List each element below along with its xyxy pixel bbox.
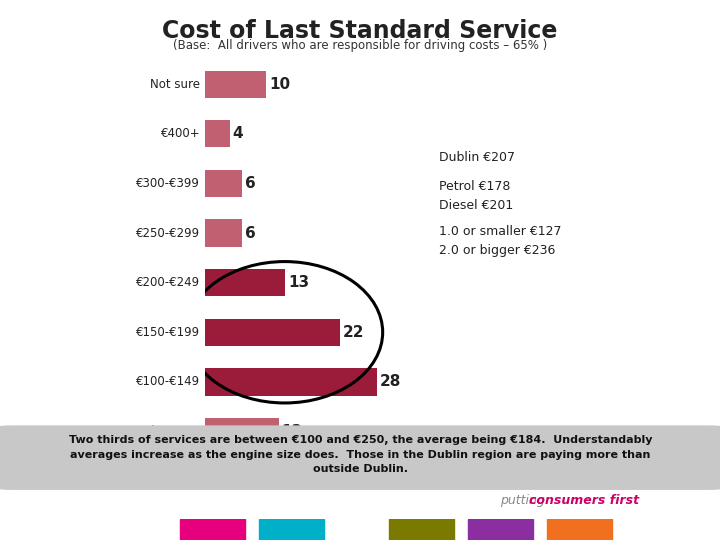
Bar: [180, 519, 245, 540]
Bar: [205, 71, 266, 98]
Bar: [468, 519, 533, 540]
Text: %: %: [205, 474, 217, 487]
Text: 1.0 or smaller €127
2.0 or bigger €236: 1.0 or smaller €127 2.0 or bigger €236: [439, 225, 562, 258]
FancyBboxPatch shape: [0, 426, 720, 490]
Text: Petrol €178
Diesel €201: Petrol €178 Diesel €201: [439, 180, 513, 212]
Bar: [205, 418, 279, 445]
Text: 4: 4: [233, 126, 243, 141]
Bar: [205, 219, 242, 247]
Text: €100-€149: €100-€149: [136, 375, 200, 388]
Bar: [205, 170, 242, 197]
Text: Dublin €207: Dublin €207: [439, 151, 516, 164]
Text: €400+: €400+: [161, 127, 200, 140]
Bar: [259, 519, 324, 540]
Bar: [547, 519, 612, 540]
Text: Average Service €184: Average Service €184: [478, 116, 649, 130]
Text: 22: 22: [343, 325, 364, 340]
Text: 10: 10: [269, 77, 291, 92]
Text: €300-€399: €300-€399: [136, 177, 200, 190]
Text: 6: 6: [245, 176, 256, 191]
Text: Cost of Last Standard Service: Cost of Last Standard Service: [162, 19, 558, 43]
Text: €150-€199: €150-€199: [136, 326, 200, 339]
Bar: [205, 319, 340, 346]
Text: 6: 6: [245, 226, 256, 240]
Bar: [389, 519, 454, 540]
Text: consumers first: consumers first: [529, 494, 639, 507]
Text: 13: 13: [288, 275, 309, 290]
Text: Not sure: Not sure: [150, 78, 200, 91]
Text: 12: 12: [282, 424, 303, 439]
Text: 28: 28: [379, 374, 401, 389]
Text: Under €100: Under €100: [131, 425, 200, 438]
Text: putting: putting: [500, 494, 549, 507]
Bar: [205, 368, 377, 395]
Bar: [205, 120, 230, 147]
Text: (Base:  All drivers who are responsible for driving costs – 65% ): (Base: All drivers who are responsible f…: [173, 39, 547, 52]
Text: www.consumersconnect.ie: www.consumersconnect.ie: [14, 525, 145, 535]
Bar: [205, 269, 285, 296]
Text: €250-€299: €250-€299: [136, 227, 200, 240]
Text: Two thirds of services are between €100 and €250, the average being €184.  Under: Two thirds of services are between €100 …: [68, 435, 652, 474]
Text: €200-€249: €200-€249: [136, 276, 200, 289]
